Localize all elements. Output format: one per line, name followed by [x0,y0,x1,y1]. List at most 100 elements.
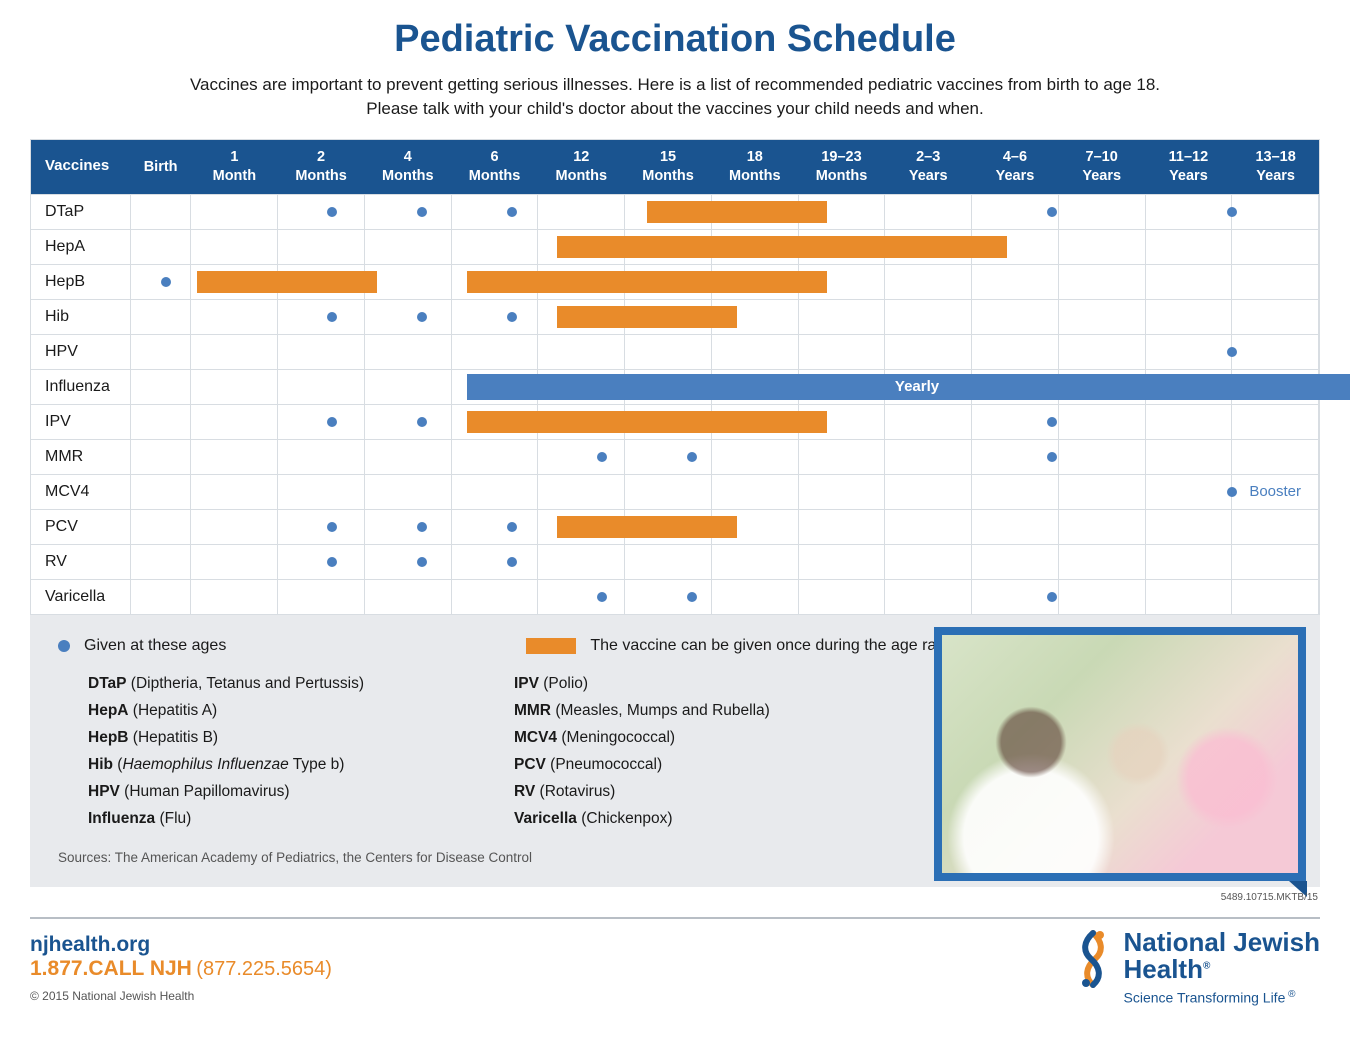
dose-dot [417,417,427,427]
column-header: 4 Months [365,140,452,194]
schedule-cell [365,545,452,579]
vaccine-row: MCV4 Booster [31,475,1319,510]
schedule-cell [538,475,625,509]
column-header: 11–12 Years [1146,140,1233,194]
document-code: 5489.10715.MKTB/15 [1221,892,1318,903]
vaccine-name-cell: HPV [31,335,131,369]
schedule-cell [191,510,278,544]
schedule-cell [799,440,886,474]
schedule-cell [131,335,192,369]
schedule-cell [1146,545,1233,579]
schedule-cell [191,195,278,229]
schedule-cell [1059,335,1146,369]
legend-age-range: The vaccine can be given once during the… [526,637,963,655]
range-bar [467,271,827,293]
dose-dot [597,452,607,462]
phone-number-digits: (877.225.5654) [196,958,332,980]
schedule-cell [278,195,365,229]
vaccine-name-cell: PCV [31,510,131,544]
schedule-cell [885,335,972,369]
schedule-cell [1146,230,1233,264]
vaccine-definition: Hib (Haemophilus Influenzae Type b) [88,756,364,774]
vaccine-name-cell: HepB [31,265,131,299]
vaccine-definition: IPV (Polio) [514,675,770,693]
schedule-cell [972,545,1059,579]
schedule-cell [365,195,452,229]
vaccine-name-cell: Varicella [31,580,131,614]
schedule-cell [1232,545,1319,579]
schedule-cell [365,300,452,334]
schedule-cell [799,580,886,614]
schedule-cell [712,475,799,509]
dose-dot [1047,592,1057,602]
vaccine-definition: Varicella (Chickenpox) [514,810,770,828]
schedule-cell [1146,440,1233,474]
schedule-cell [452,510,539,544]
schedule-cell [365,440,452,474]
vaccine-definition: PCV (Pneumococcal) [514,756,770,774]
vaccine-definition: DTaP (Diptheria, Tetanus and Pertussis) [88,675,364,693]
schedule-cell: Booster [1232,475,1319,509]
schedule-cell [799,510,886,544]
schedule-cell [885,405,972,439]
dose-dot [417,522,427,532]
range-bar [557,306,737,328]
schedule-cell [1232,335,1319,369]
schedule-cell [191,300,278,334]
column-header: 15 Months [625,140,712,194]
schedule-cell [278,510,365,544]
legend-bar-label: The vaccine can be given once during the… [590,637,963,655]
schedule-cell [625,580,712,614]
schedule-cell [1059,265,1146,299]
schedule-cell [1059,300,1146,334]
column-header: Birth [131,140,192,194]
dose-dot [687,592,697,602]
schedule-cell [131,300,192,334]
schedule-cell [1232,230,1319,264]
schedule-cell [365,475,452,509]
schedule-cell [1059,195,1146,229]
schedule-cell [538,195,625,229]
schedule-cell [799,545,886,579]
schedule-cell [1232,195,1319,229]
schedule-cell [885,195,972,229]
schedule-cell [1146,510,1233,544]
dose-dot [507,557,517,567]
schedule-cell [191,580,278,614]
schedule-cell [452,580,539,614]
schedule-cell [1059,440,1146,474]
schedule-cell [191,335,278,369]
schedule-cell [452,545,539,579]
schedule-cell [972,265,1059,299]
logo-tagline: Science Transforming Life ® [1124,989,1321,1006]
schedule-cell [885,265,972,299]
logo-line2: Health® [1124,956,1321,983]
schedule-cell [278,405,365,439]
schedule-cell [538,580,625,614]
vaccine-definition: HPV (Human Papillomavirus) [88,783,364,801]
schedule-cell [365,265,452,299]
schedule-cell [191,230,278,264]
schedule-cell [452,440,539,474]
schedule-cell [1232,265,1319,299]
column-header: 2 Months [278,140,365,194]
schedule-cell [1059,475,1146,509]
vaccine-definition: MMR (Measles, Mumps and Rubella) [514,702,770,720]
dose-dot [327,557,337,567]
dose-dot [507,522,517,532]
footer: njhealth.org 1.877.CALL NJH (877.225.565… [30,917,1320,1027]
schedule-cell [452,335,539,369]
schedule-cell [191,475,278,509]
page-title: Pediatric Vaccination Schedule [30,18,1320,61]
schedule-cell [365,230,452,264]
vaccine-name-cell: MCV4 [31,475,131,509]
cell-text: Booster [1249,483,1301,500]
schedule-cell [799,335,886,369]
vaccine-definition: HepB (Hepatitis B) [88,729,364,747]
schedule-cell [712,545,799,579]
schedule-cell [885,440,972,474]
schedule-cell [191,370,278,404]
schedule-cell [131,440,192,474]
vaccine-row: HepA [31,230,1319,265]
vaccine-row: HepB [31,265,1319,300]
